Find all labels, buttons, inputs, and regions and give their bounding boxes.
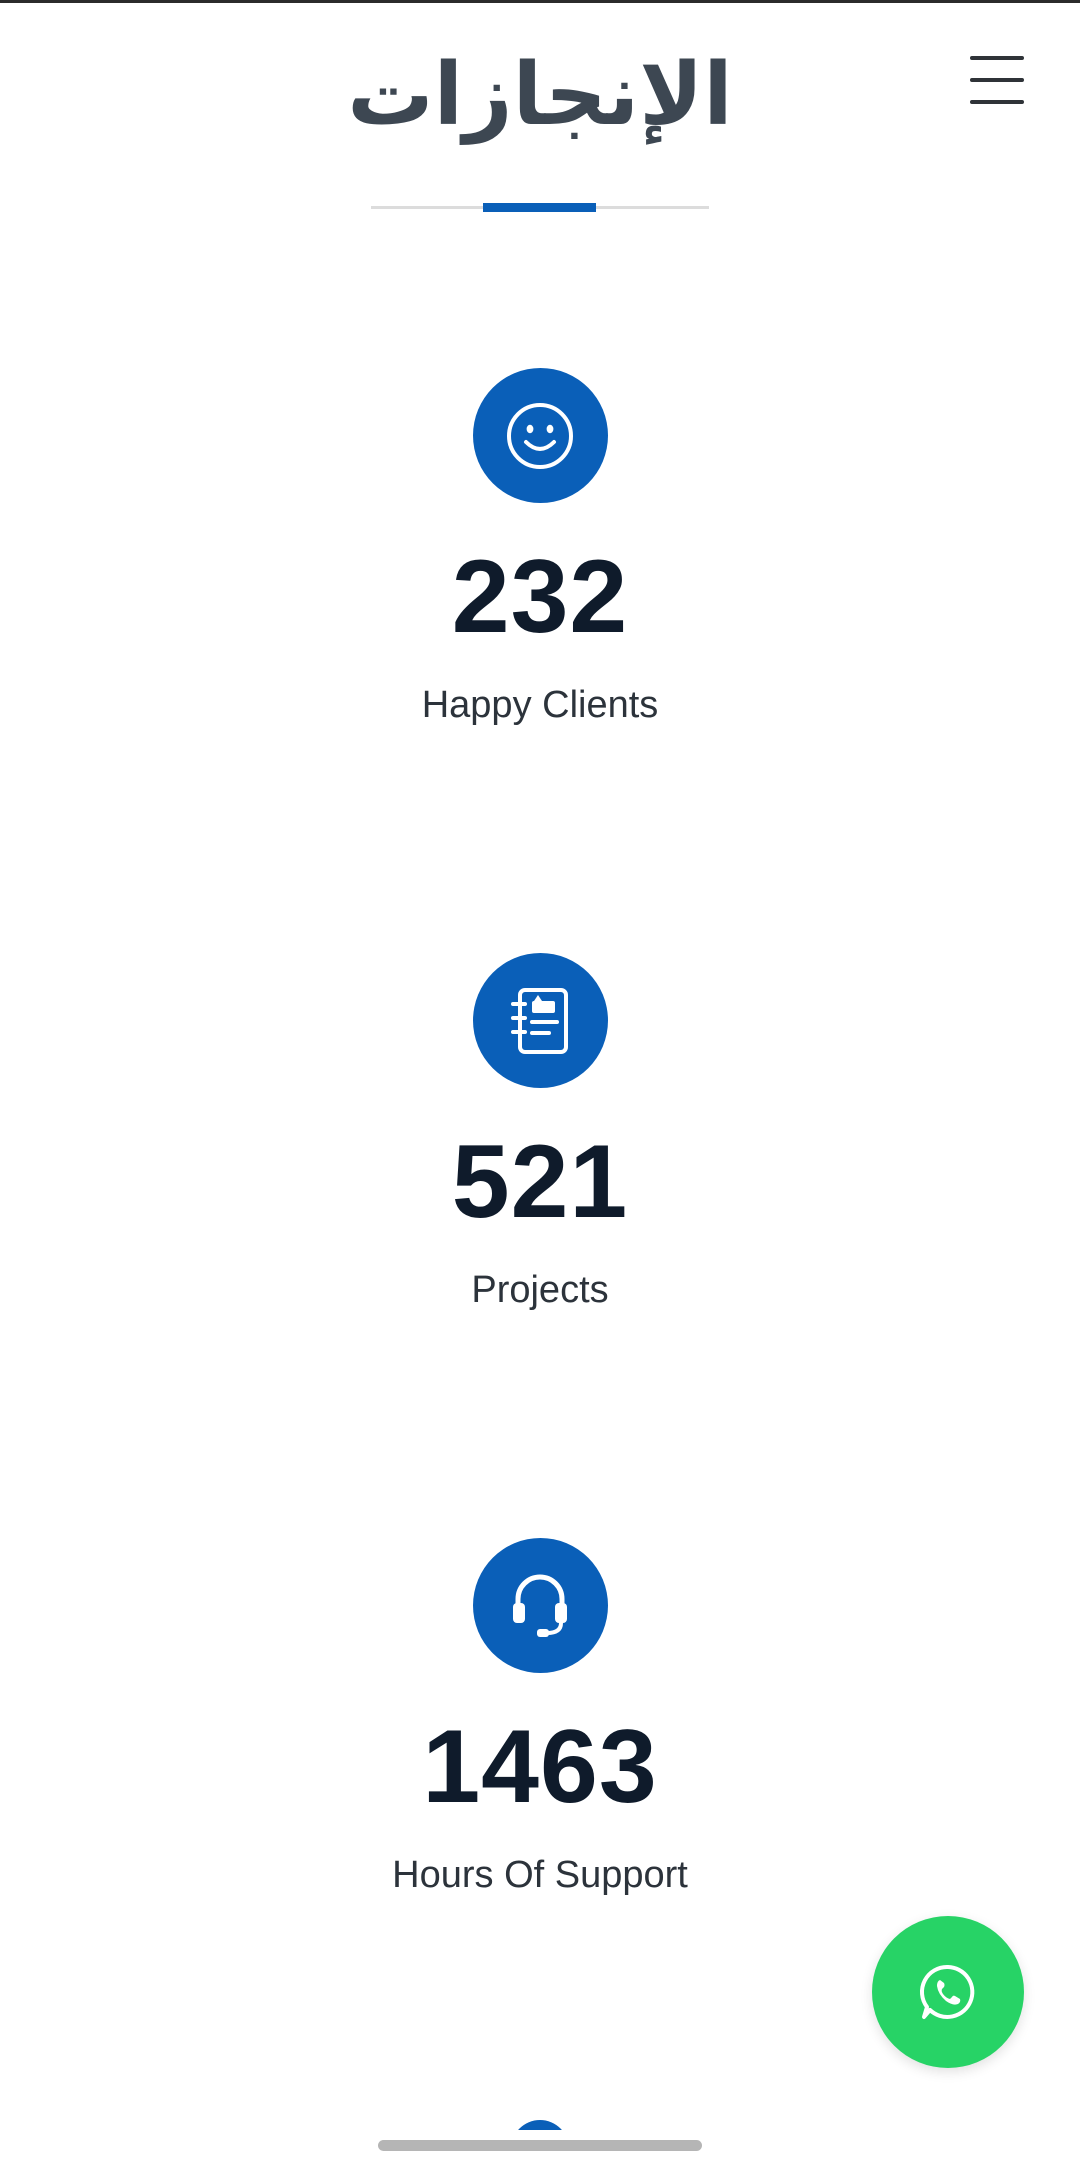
smiley-face-icon (472, 368, 608, 503)
stat-label: Projects (471, 1269, 609, 1311)
whatsapp-button[interactable] (872, 1916, 1024, 2068)
headset-icon (472, 1538, 608, 1673)
stat-hours-of-support: 1463 Hours Of Support (0, 1538, 1080, 1899)
page-title: الإنجازات (347, 45, 733, 145)
stat-label: Happy Clients (421, 684, 659, 726)
stat-number: 232 (451, 539, 629, 655)
whatsapp-icon (919, 1964, 975, 2019)
stat-label: Hours Of Support (392, 1854, 688, 1896)
stat-number: 521 (451, 1124, 629, 1240)
stat-happy-clients: 232 Happy Clients (0, 368, 1080, 729)
top-border (0, 0, 1080, 3)
hamburger-menu-icon (970, 56, 1024, 60)
stat-projects: 521 Projects (0, 953, 1080, 1314)
stat-number: 1463 (422, 1709, 658, 1825)
project-notebook-icon (472, 953, 608, 1088)
title-accent-bar (483, 203, 596, 212)
home-indicator (378, 2140, 702, 2151)
next-stat-icon-peek (511, 2120, 569, 2130)
menu-button[interactable] (964, 52, 1032, 108)
